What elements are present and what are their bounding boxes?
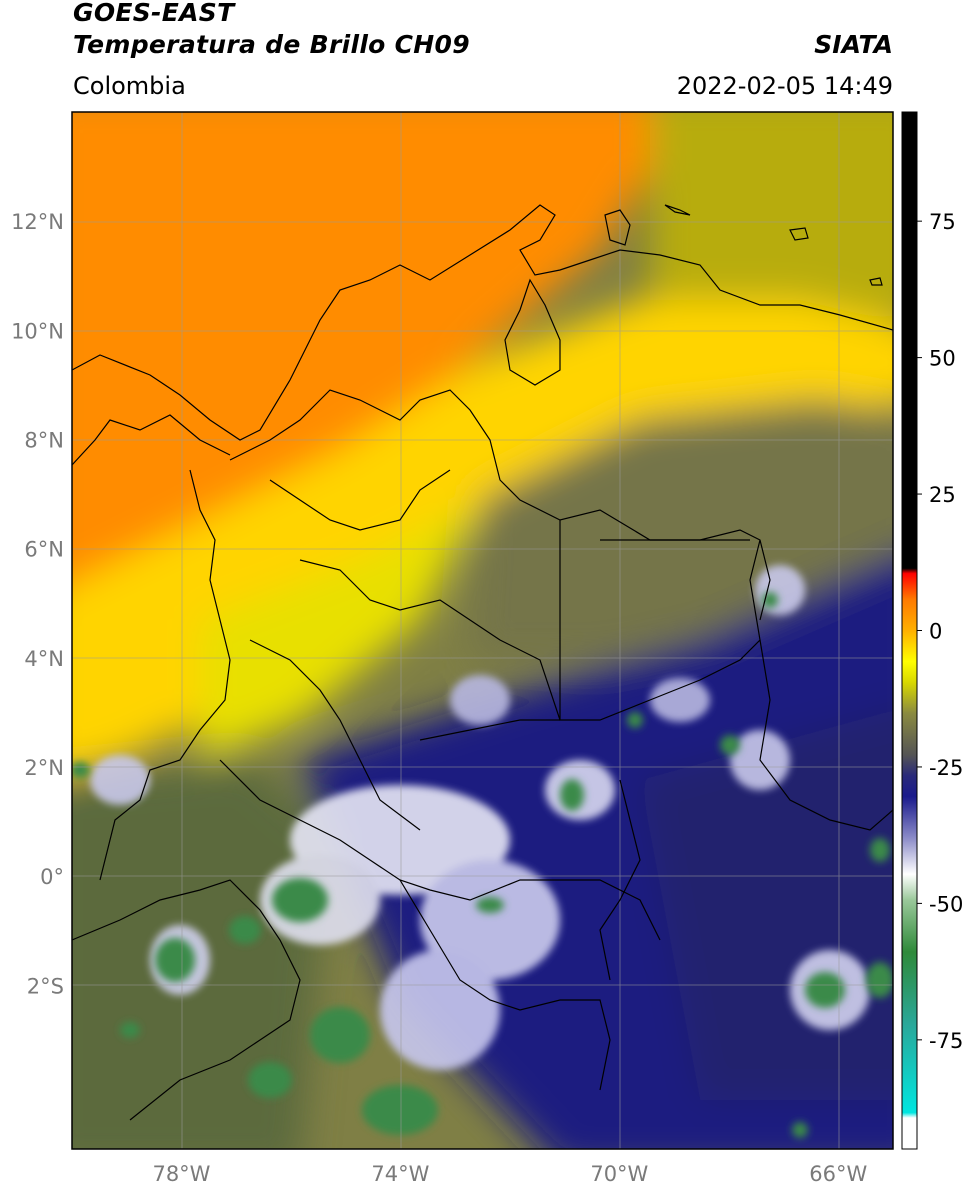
latitude-labels: 12°N 10°N 8°N 6°N 4°N 2°N 0° 2°S: [11, 210, 64, 998]
colorbar-tick-label: -75: [929, 1029, 963, 1053]
latitude-tick-label: 2°N: [24, 756, 64, 780]
region-label: Colombia: [73, 72, 186, 100]
longitude-tick-label: 78°W: [152, 1162, 210, 1186]
agency-label: SIATA: [814, 30, 893, 59]
product-title: Temperatura de Brillo CH09: [73, 30, 470, 59]
colorbar-tick-label: -25: [929, 756, 963, 780]
latitude-tick-label: 6°N: [24, 538, 64, 562]
latitude-tick-label: 10°N: [11, 319, 64, 343]
longitude-tick-label: 74°W: [371, 1162, 429, 1186]
latitude-tick-label: 8°N: [24, 428, 64, 452]
longitude-tick-label: 66°W: [809, 1162, 867, 1186]
latitude-tick-label: 12°N: [11, 210, 64, 234]
map-frame: [71, 111, 894, 1150]
longitude-labels: 78°W 74°W 70°W 66°W: [152, 1162, 867, 1186]
colorbar: [901, 111, 918, 1150]
colorbar-tick-label: -50: [929, 892, 963, 916]
datetime-label: 2022-02-05 14:49: [676, 72, 893, 100]
latitude-tick-label: 2°S: [27, 974, 64, 998]
latitude-tick-label: 0°: [40, 865, 64, 889]
colorbar-tick-label: 75: [929, 210, 956, 234]
satellite-title: GOES-EAST: [73, 0, 235, 27]
satellite-image: [72, 112, 893, 1149]
colorbar-tick-label: 25: [929, 483, 956, 507]
colorbar-ticks: 75 50 25 0 -25 -50 -75: [917, 210, 963, 1053]
colorbar-tick-label: 50: [929, 347, 956, 371]
boundaries: [72, 204, 893, 1121]
graticule: [72, 112, 893, 1149]
colorbar-tick-label: 0: [929, 620, 942, 644]
latitude-tick-label: 4°N: [24, 647, 64, 671]
longitude-tick-label: 70°W: [590, 1162, 648, 1186]
